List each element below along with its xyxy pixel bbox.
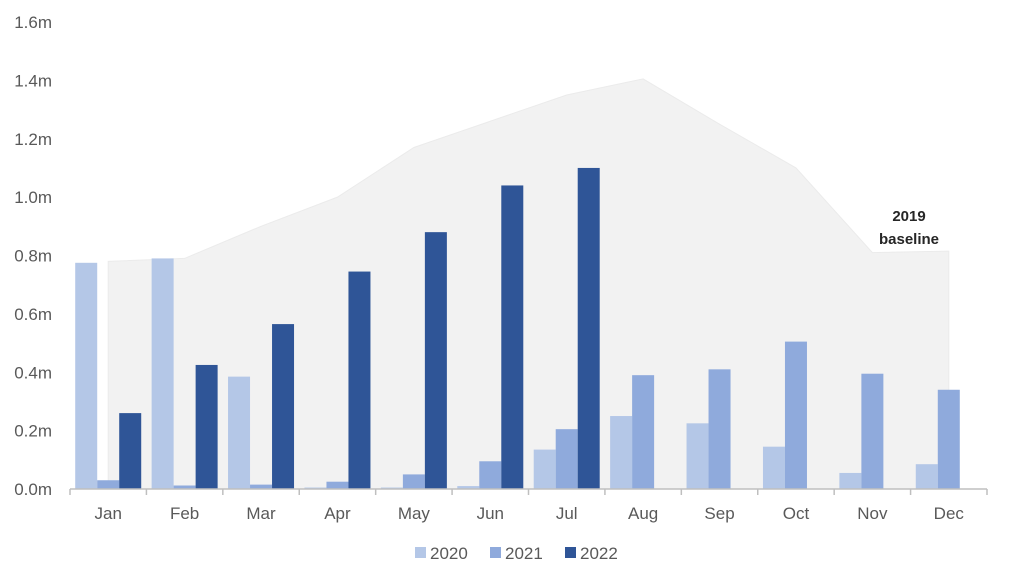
bar-2021-oct (784, 341, 807, 489)
bar-2022-mar (272, 324, 295, 489)
x-tick-label: Oct (783, 504, 810, 523)
x-tick-label: Jan (94, 504, 121, 523)
bar-2020-oct (762, 446, 785, 489)
legend-swatch-2021 (490, 547, 501, 558)
x-tick-label: Dec (934, 504, 965, 523)
y-tick-labels: 0.0m 0.2m 0.4m 0.6m 0.8m 1.0m 1.2m 1.4m 1.6m (14, 13, 52, 499)
bar-2022-apr (348, 271, 371, 489)
bar-2021-apr (326, 481, 349, 489)
annotation-line-1: 2019 (892, 208, 925, 225)
y-tick-label: 1.6m (14, 13, 52, 32)
bar-layer (75, 167, 960, 489)
legend-label-2020: 2020 (430, 544, 468, 563)
y-tick-label: 0.4m (14, 363, 52, 382)
bar-2020-jul (533, 449, 556, 489)
bar-2022-jul (577, 167, 600, 489)
legend-label-2021: 2021 (505, 544, 543, 563)
legend-swatch-2022 (565, 547, 576, 558)
baseline-area (107, 78, 950, 490)
y-tick-label: 0.8m (14, 247, 52, 266)
bar-2022-jun (501, 185, 524, 489)
baseline-area-layer (107, 78, 950, 490)
x-tick-label: Mar (246, 504, 276, 523)
bar-2021-jan (97, 480, 120, 489)
bar-2021-jul (555, 429, 578, 489)
x-tick-label: Apr (324, 504, 351, 523)
bar-2020-jan (75, 262, 98, 489)
bar-2021-may (402, 474, 425, 489)
legend-label-2022: 2022 (580, 544, 618, 563)
bar-2021-mar (250, 484, 273, 489)
bar-2021-aug (632, 375, 655, 489)
x-tick-marks (69, 489, 988, 495)
x-tick-labels: Jan Feb Mar Apr May Jun Jul Aug Sep Oct Nov Dec (94, 504, 964, 523)
legend: 2020 2021 2022 (415, 544, 618, 563)
baseline-annotation: 2019 baseline (879, 208, 939, 248)
bar-2020-mar (228, 376, 251, 489)
legend-swatch-2020 (415, 547, 426, 558)
bar-2020-feb (151, 258, 174, 489)
bar-2021-sep (708, 369, 731, 489)
bar-2022-jan (119, 413, 142, 489)
bar-2020-jun (457, 486, 480, 489)
y-tick-label: 1.4m (14, 71, 52, 90)
annotation-line-2: baseline (879, 231, 939, 248)
bar-2021-nov (861, 373, 884, 489)
x-tick-label: Jun (477, 504, 504, 523)
bar-2022-feb (195, 364, 218, 489)
bar-2021-jun (479, 461, 502, 489)
y-tick-label: 1.0m (14, 188, 52, 207)
y-tick-label: 0.0m (14, 480, 52, 499)
y-tick-label: 0.2m (14, 422, 52, 441)
bar-2021-feb (173, 485, 196, 489)
bar-2021-dec (937, 389, 960, 489)
x-tick-label: May (398, 504, 431, 523)
x-tick-label: Nov (857, 504, 888, 523)
x-tick-label: Aug (628, 504, 658, 523)
y-tick-label: 0.6m (14, 305, 52, 324)
bar-2022-may (424, 232, 447, 489)
bar-2020-sep (686, 423, 709, 489)
bar-2020-aug (610, 416, 633, 489)
bar-2020-nov (839, 472, 862, 489)
x-tick-label: Jul (556, 504, 578, 523)
y-tick-label: 1.2m (14, 130, 52, 149)
x-tick-label: Feb (170, 504, 199, 523)
x-tick-label: Sep (704, 504, 734, 523)
bar-2020-dec (915, 464, 938, 489)
